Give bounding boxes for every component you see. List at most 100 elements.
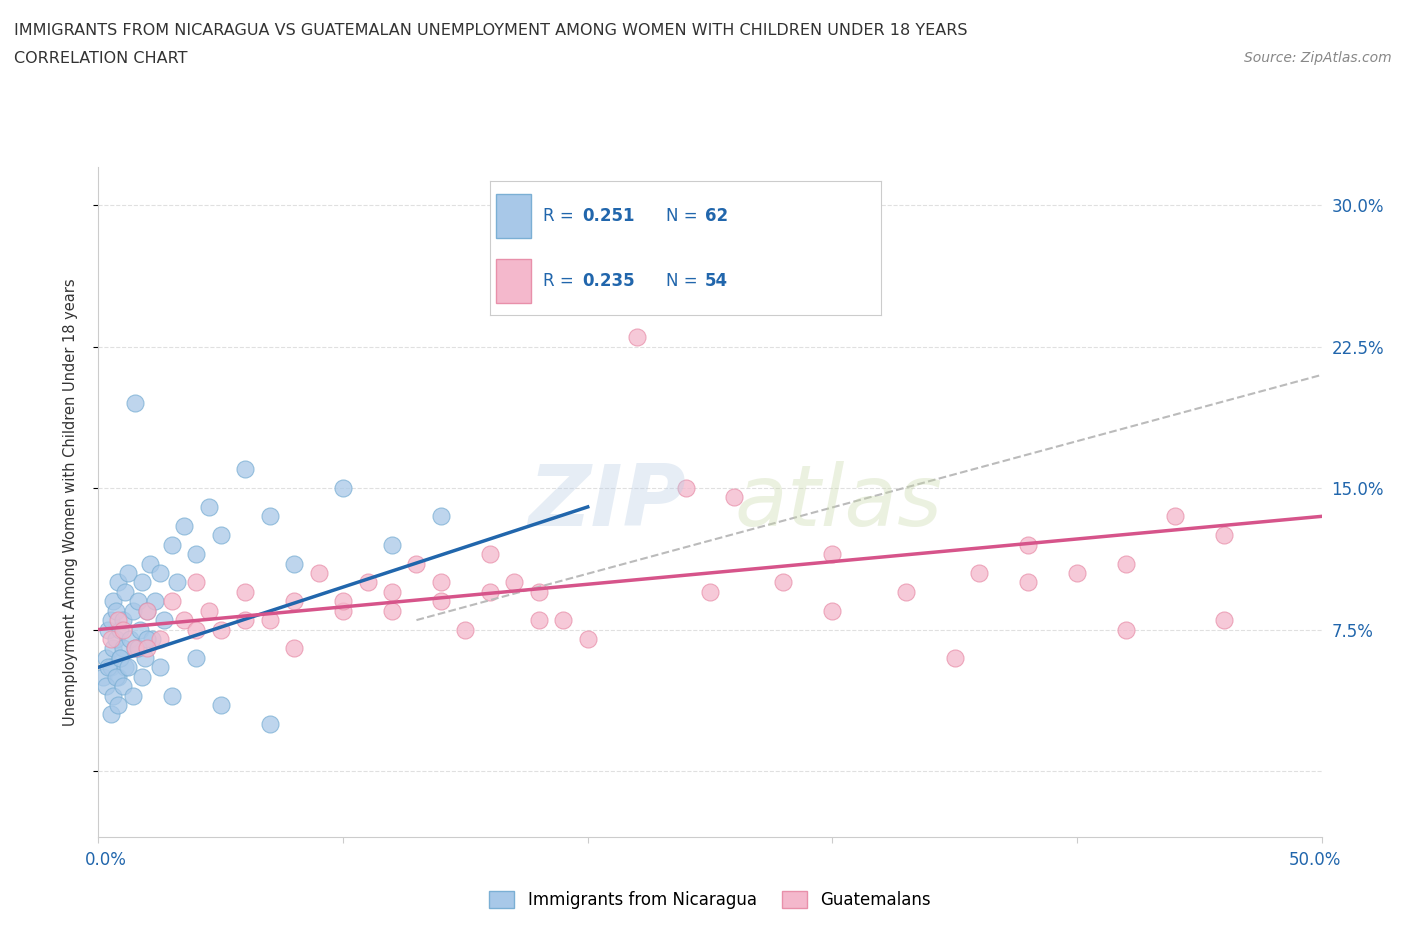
- Point: [1164, 509, 1187, 524]
- Point: [131, 575, 153, 590]
- Point: [1017, 575, 1039, 590]
- Point: [1212, 527, 1234, 542]
- Point: [430, 575, 453, 590]
- Point: [114, 659, 136, 674]
- Point: [173, 613, 195, 628]
- Point: [1115, 622, 1137, 637]
- Point: [149, 565, 172, 580]
- Point: [186, 622, 208, 637]
- Point: [107, 613, 129, 628]
- Point: [136, 641, 159, 656]
- Point: [124, 641, 146, 656]
- Point: [134, 650, 156, 665]
- Point: [110, 622, 132, 637]
- Point: [967, 565, 990, 580]
- Point: [104, 631, 127, 646]
- Point: [1066, 565, 1088, 580]
- Point: [527, 584, 550, 599]
- Point: [576, 264, 599, 279]
- Point: [675, 481, 697, 496]
- Point: [186, 650, 208, 665]
- Point: [527, 613, 550, 628]
- Point: [356, 575, 378, 590]
- Point: [143, 593, 166, 608]
- Point: [259, 509, 281, 524]
- Text: ZIP: ZIP: [527, 460, 686, 544]
- Point: [283, 593, 305, 608]
- Point: [454, 622, 477, 637]
- Point: [101, 641, 124, 656]
- Point: [97, 622, 120, 637]
- Point: [153, 613, 176, 628]
- Point: [111, 622, 134, 637]
- Text: IMMIGRANTS FROM NICARAGUA VS GUATEMALAN UNEMPLOYMENT AMONG WOMEN WITH CHILDREN U: IMMIGRANTS FROM NICARAGUA VS GUATEMALAN …: [14, 23, 967, 38]
- Point: [259, 716, 281, 731]
- Point: [131, 670, 153, 684]
- Point: [381, 584, 404, 599]
- Point: [209, 698, 232, 712]
- Point: [114, 584, 136, 599]
- Point: [209, 527, 232, 542]
- Point: [127, 593, 149, 608]
- Point: [97, 659, 120, 674]
- Point: [136, 604, 159, 618]
- Point: [139, 556, 162, 571]
- Point: [209, 622, 232, 637]
- Point: [1212, 613, 1234, 628]
- Point: [772, 575, 794, 590]
- Point: [332, 481, 354, 496]
- Point: [160, 688, 183, 703]
- Point: [197, 604, 219, 618]
- Point: [104, 604, 127, 618]
- Point: [101, 688, 124, 703]
- Point: [104, 670, 127, 684]
- Point: [124, 641, 146, 656]
- Point: [576, 631, 599, 646]
- Point: [1115, 556, 1137, 571]
- Point: [233, 613, 256, 628]
- Text: 0.0%: 0.0%: [84, 851, 127, 870]
- Point: [332, 604, 354, 618]
- Point: [381, 604, 404, 618]
- Point: [626, 330, 648, 345]
- Point: [127, 641, 149, 656]
- Point: [197, 499, 219, 514]
- Point: [117, 659, 139, 674]
- Point: [699, 584, 721, 599]
- Point: [283, 556, 305, 571]
- Text: CORRELATION CHART: CORRELATION CHART: [14, 51, 187, 66]
- Point: [405, 556, 427, 571]
- Point: [100, 613, 122, 628]
- Point: [94, 650, 117, 665]
- Point: [186, 575, 208, 590]
- Point: [111, 613, 134, 628]
- Point: [120, 631, 142, 646]
- Point: [186, 547, 208, 562]
- Point: [173, 518, 195, 533]
- Point: [124, 396, 146, 411]
- Point: [121, 688, 143, 703]
- Point: [332, 593, 354, 608]
- Point: [160, 593, 183, 608]
- Point: [107, 670, 129, 684]
- Point: [894, 584, 917, 599]
- Point: [101, 593, 124, 608]
- Point: [100, 659, 122, 674]
- Point: [110, 650, 132, 665]
- Point: [117, 565, 139, 580]
- Point: [943, 650, 966, 665]
- Point: [553, 613, 575, 628]
- Legend: Immigrants from Nicaragua, Guatemalans: Immigrants from Nicaragua, Guatemalans: [482, 884, 938, 916]
- Point: [166, 575, 188, 590]
- Point: [430, 509, 453, 524]
- Point: [136, 631, 159, 646]
- Point: [111, 641, 134, 656]
- Point: [821, 604, 844, 618]
- Text: atlas: atlas: [734, 460, 942, 544]
- Point: [478, 547, 501, 562]
- Point: [141, 631, 163, 646]
- Point: [136, 604, 159, 618]
- Point: [91, 670, 114, 684]
- Point: [821, 547, 844, 562]
- Point: [1017, 538, 1039, 552]
